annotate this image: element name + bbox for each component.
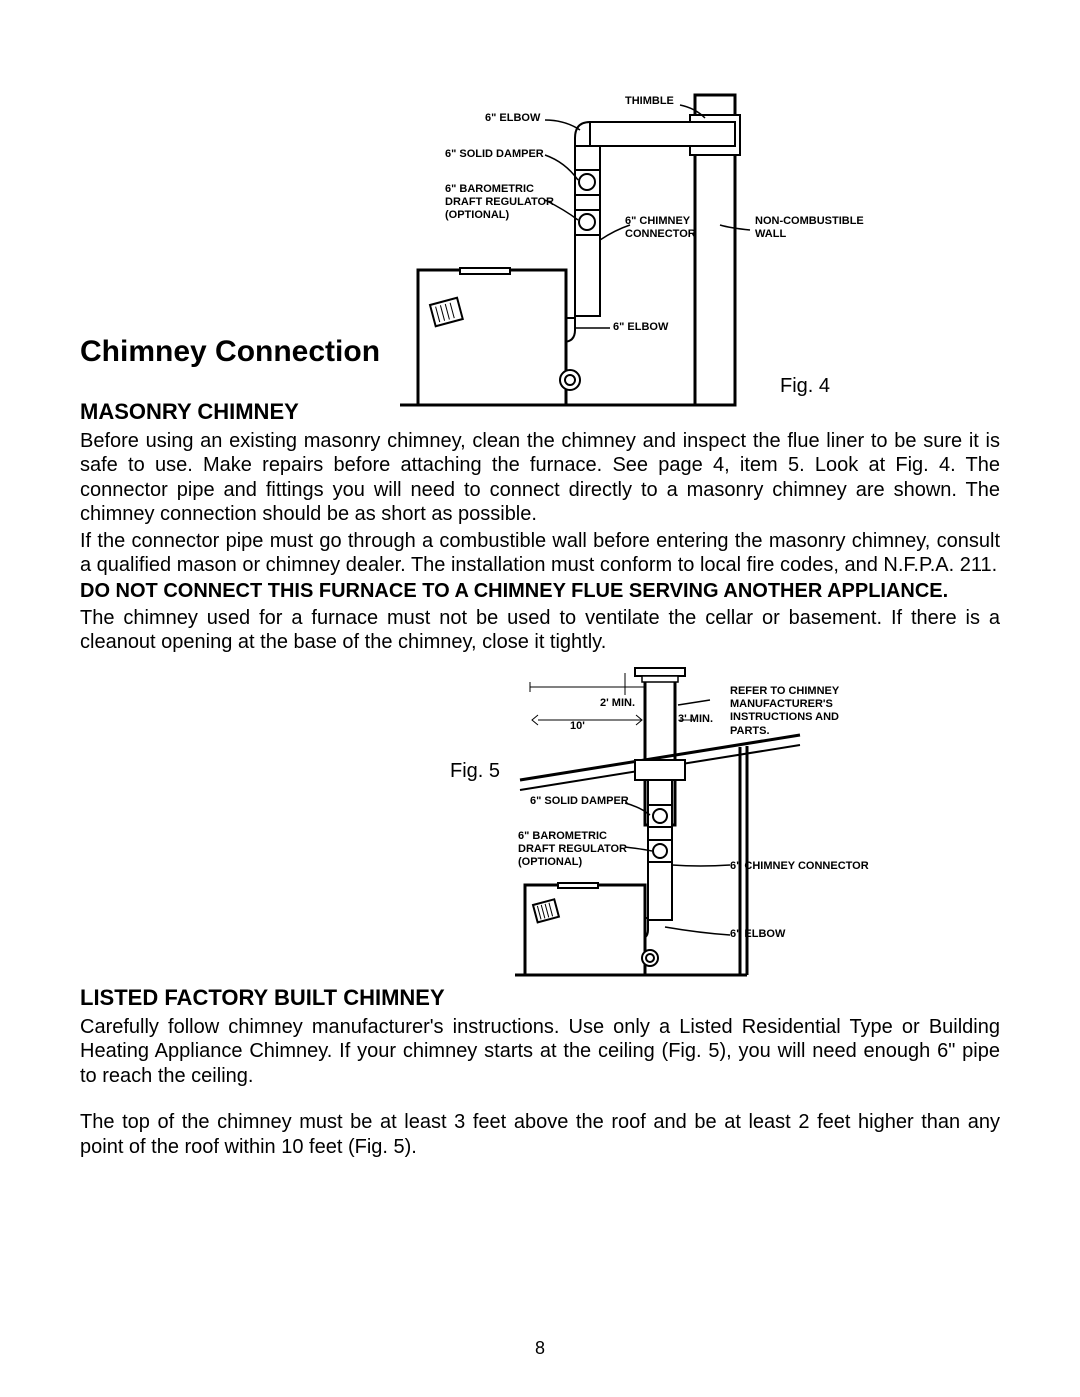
figure-5: 2' MIN. 10' 3' MIN. REFER TO CHIMNEY MAN…	[430, 665, 990, 985]
fig5-label-10: 10'	[570, 720, 585, 733]
fig4-label-wall: NON-COMBUSTIBLE WALL	[755, 215, 875, 241]
factory-p1: Carefully follow chimney manufacturer's …	[80, 1015, 1000, 1088]
fig5-caption: Fig. 5	[450, 760, 500, 783]
fig4-label-solid-damper: 6" SOLID DAMPER	[445, 148, 544, 161]
page: THIMBLE 6" ELBOW 6" SOLID DAMPER 6" BARO…	[0, 0, 1080, 1397]
fig5-label-connector: 6" CHIMNEY CONNECTOR	[730, 860, 869, 873]
section-title: Chimney Connection	[80, 335, 1000, 369]
fig4-label-elbow2: 6" ELBOW	[613, 321, 668, 334]
content-upper: Chimney Connection MASONRY CHIMNEY Befor…	[80, 335, 1000, 657]
masonry-p1: Before using an existing masonry chimney…	[80, 429, 1000, 527]
fig5-label-barometric: 6" BAROMETRIC DRAFT REGULATOR (OPTIONAL)	[518, 830, 628, 870]
masonry-heading: MASONRY CHIMNEY	[80, 399, 1000, 425]
fig4-label-elbow: 6" ELBOW	[485, 112, 540, 125]
masonry-p4: The chimney used for a furnace must not …	[80, 606, 1000, 655]
masonry-p2: If the connector pipe must go through a …	[80, 529, 1000, 578]
fig5-label-solid-damper: 6" SOLID DAMPER	[530, 795, 629, 808]
fig4-label-thimble: THIMBLE	[625, 95, 674, 108]
fig4-label-barometric: 6" BAROMETRIC DRAFT REGULATOR (OPTIONAL)	[445, 183, 555, 223]
fig5-label-2min: 2' MIN.	[600, 697, 635, 710]
fig5-label-elbow: 6" ELBOW	[730, 928, 785, 941]
content-lower: LISTED FACTORY BUILT CHIMNEY Carefully f…	[80, 985, 1000, 1161]
page-number: 8	[0, 1338, 1080, 1359]
fig4-label-connector: 6" CHIMNEY CONNECTOR	[625, 215, 705, 241]
factory-heading: LISTED FACTORY BUILT CHIMNEY	[80, 985, 1000, 1011]
fig5-label-3min: 3' MIN.	[678, 713, 713, 726]
factory-p2: The top of the chimney must be at least …	[80, 1110, 1000, 1159]
fig5-label-refer: REFER TO CHIMNEY MANUFACTURER'S INSTRUCT…	[730, 685, 860, 738]
masonry-p3: DO NOT CONNECT THIS FURNACE TO A CHIMNEY…	[80, 579, 1000, 603]
